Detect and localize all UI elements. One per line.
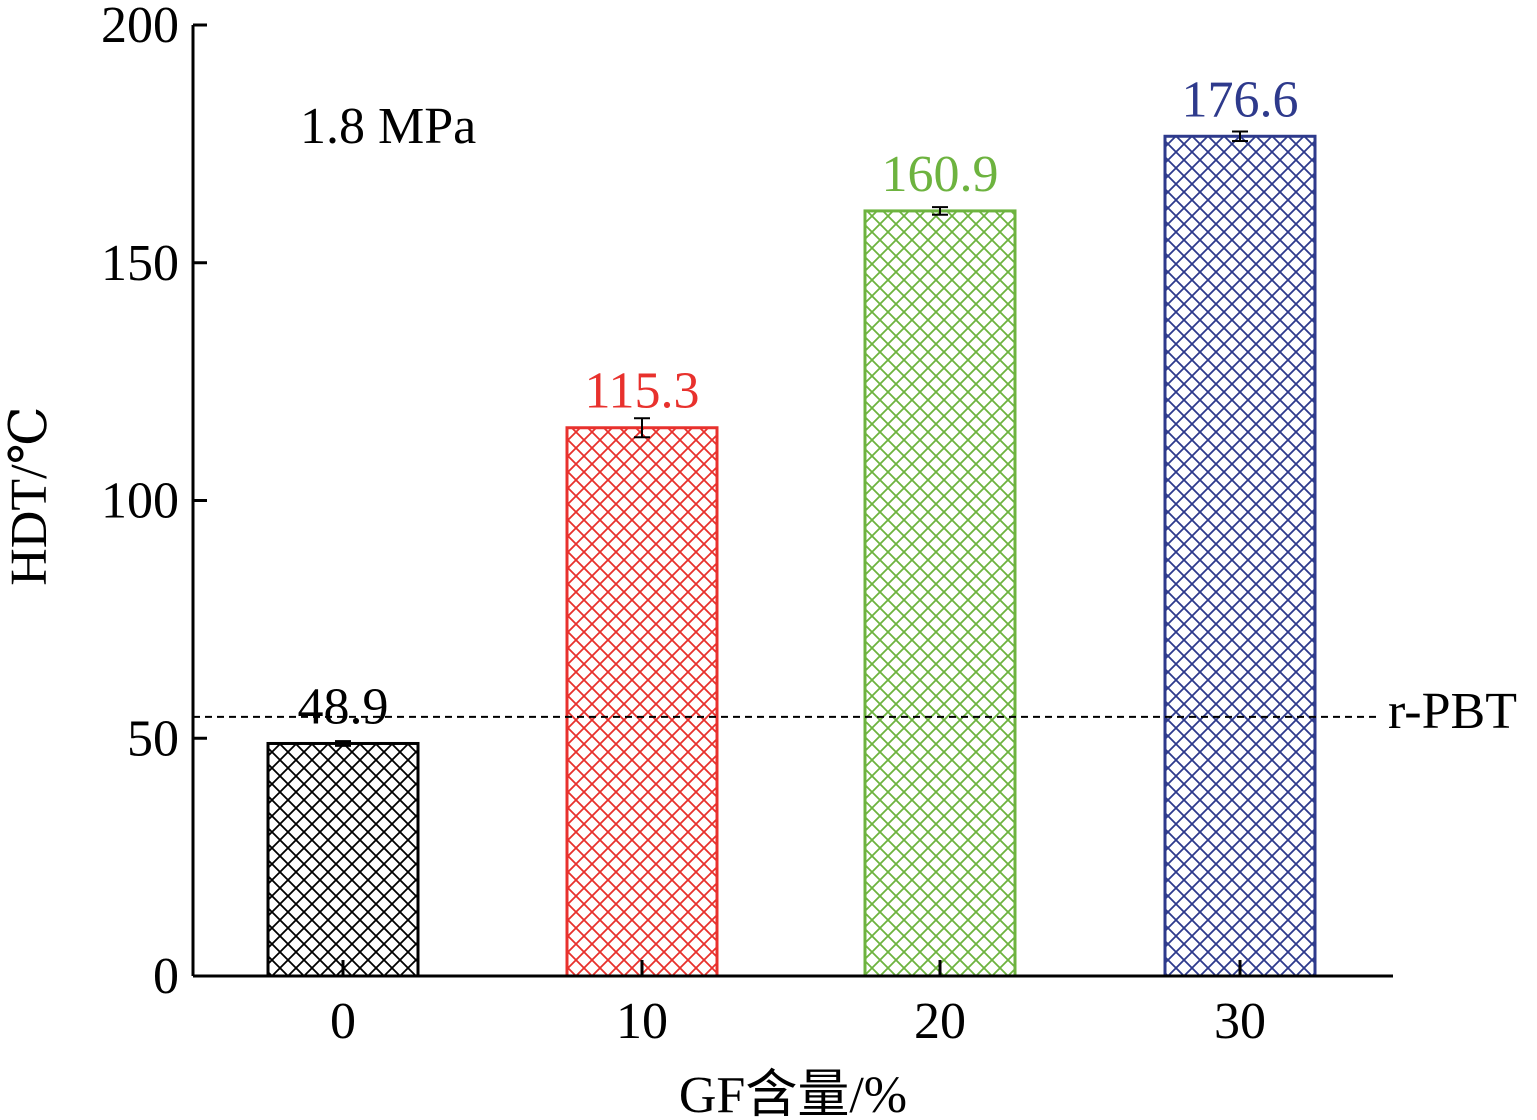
- x-tick-label: 20: [914, 993, 966, 1050]
- y-tick-label: 0: [153, 948, 179, 1005]
- x-tick-label: 0: [330, 993, 356, 1050]
- data-label-10: 115.3: [584, 363, 699, 420]
- x-ticks: 0 10 20 30: [330, 960, 1266, 1050]
- error-bar-20: [932, 206, 948, 216]
- y-tick-label: 100: [101, 473, 179, 530]
- error-bar-10: [634, 417, 650, 439]
- data-labels: 48.9 115.3 160.9 176.6: [298, 71, 1299, 735]
- data-label-0: 48.9: [298, 678, 389, 735]
- bar-30: [1163, 134, 1317, 978]
- bar-0: [266, 741, 420, 978]
- bars-layer: [266, 134, 1317, 978]
- reference-line-label: r-PBT: [1388, 683, 1517, 740]
- x-tick-label: 30: [1214, 993, 1266, 1050]
- y-ticks: 0 50 100 150 200: [101, 0, 207, 1005]
- data-label-30: 176.6: [1182, 71, 1299, 128]
- error-bar-30: [1232, 130, 1248, 143]
- data-label-20: 160.9: [882, 146, 999, 203]
- bar-10: [565, 426, 719, 978]
- y-tick-label: 150: [101, 235, 179, 292]
- errorbars-layer: [335, 130, 1248, 747]
- bar-20: [863, 209, 1017, 978]
- error-bar-0: [335, 740, 351, 747]
- x-axis-title: GF含量/%: [679, 1067, 907, 1120]
- pressure-annotation: 1.8 MPa: [300, 98, 476, 155]
- y-tick-label: 200: [101, 0, 179, 54]
- y-tick-label: 50: [127, 710, 179, 767]
- y-axis-title: HDT/℃: [1, 406, 58, 586]
- x-tick-label: 10: [616, 993, 668, 1050]
